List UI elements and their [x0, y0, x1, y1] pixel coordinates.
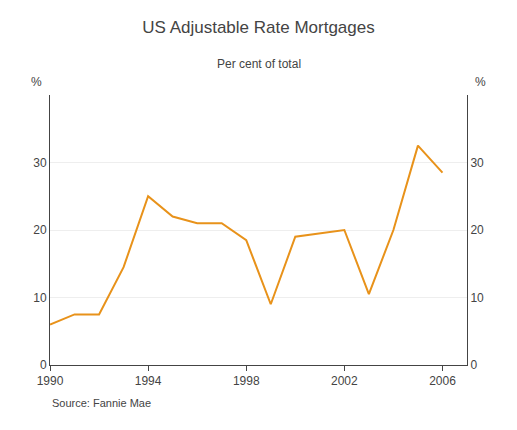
svg-text:20: 20	[33, 223, 47, 237]
svg-text:20: 20	[470, 223, 484, 237]
svg-text:0: 0	[40, 358, 47, 372]
svg-text:%: %	[31, 75, 42, 89]
svg-text:Source: Fannie Mae: Source: Fannie Mae	[52, 397, 151, 409]
svg-text:2006: 2006	[429, 374, 456, 388]
svg-text:0: 0	[470, 358, 477, 372]
svg-text:2002: 2002	[331, 374, 358, 388]
svg-text:1998: 1998	[233, 374, 260, 388]
svg-text:10: 10	[470, 291, 484, 305]
svg-text:%: %	[475, 75, 486, 89]
svg-text:1990: 1990	[37, 374, 64, 388]
svg-text:US Adjustable Rate Mortgages: US Adjustable Rate Mortgages	[142, 18, 374, 37]
svg-text:Per cent of total: Per cent of total	[217, 57, 301, 71]
svg-text:1994: 1994	[135, 374, 162, 388]
svg-text:10: 10	[33, 291, 47, 305]
svg-text:30: 30	[470, 156, 484, 170]
svg-text:30: 30	[33, 156, 47, 170]
